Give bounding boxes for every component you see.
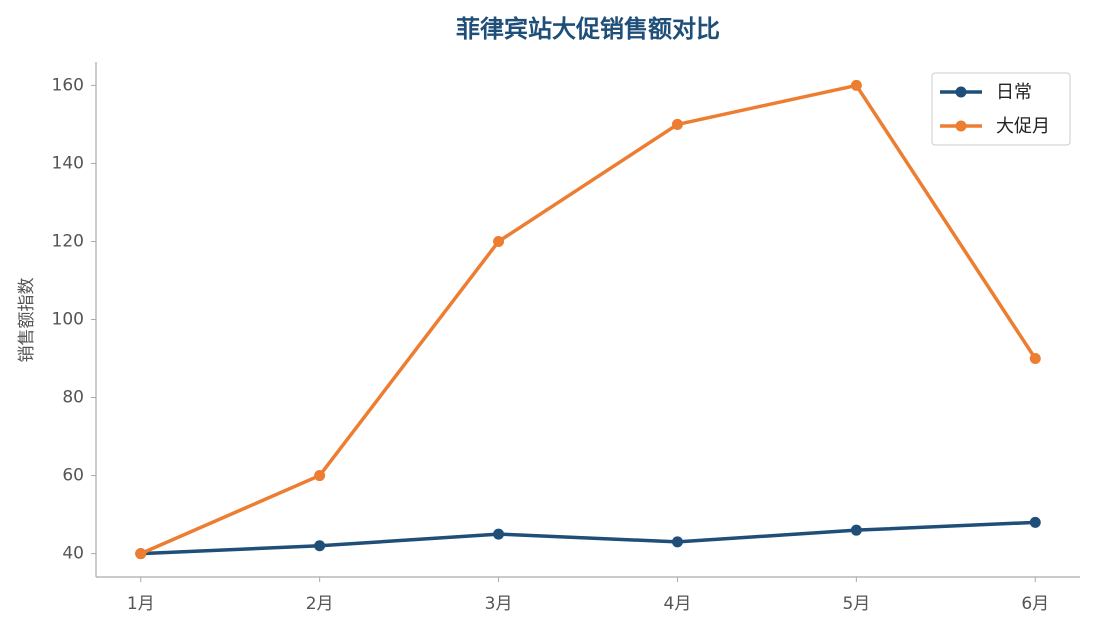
data-point bbox=[1029, 353, 1041, 365]
data-point bbox=[850, 524, 862, 536]
data-point bbox=[1029, 516, 1041, 528]
data-point bbox=[314, 540, 326, 552]
x-tick-label: 6月 bbox=[1021, 594, 1049, 614]
y-tick-label: 160 bbox=[52, 75, 84, 95]
data-point bbox=[135, 548, 147, 560]
data-point bbox=[314, 470, 326, 482]
data-point bbox=[850, 79, 862, 91]
x-tick-label: 5月 bbox=[842, 594, 870, 614]
y-axis-label: 销售额指数 bbox=[17, 278, 37, 363]
legend-marker bbox=[955, 120, 967, 132]
data-point bbox=[493, 235, 505, 247]
y-tick-label: 40 bbox=[62, 544, 84, 564]
data-point bbox=[671, 118, 683, 130]
y-tick-label: 100 bbox=[52, 310, 84, 330]
x-tick-label: 2月 bbox=[306, 594, 334, 614]
series-line bbox=[140, 520, 1036, 556]
y-tick-label: 60 bbox=[62, 466, 84, 486]
legend-label: 日常 bbox=[996, 82, 1032, 103]
y-tick-label: 140 bbox=[52, 153, 84, 173]
chart-title: 菲律宾站大促销售额对比 bbox=[456, 15, 720, 43]
data-point bbox=[671, 536, 683, 548]
legend-label: 大促月 bbox=[996, 116, 1050, 137]
y-tick-label: 120 bbox=[52, 231, 84, 251]
legend-marker bbox=[955, 86, 967, 98]
series-line bbox=[140, 83, 1037, 556]
x-tick-label: 4月 bbox=[664, 594, 692, 614]
y-tick-label: 80 bbox=[62, 388, 84, 408]
data-point bbox=[493, 528, 505, 540]
x-tick-label: 3月 bbox=[485, 594, 513, 614]
x-tick-label: 1月 bbox=[127, 594, 155, 614]
